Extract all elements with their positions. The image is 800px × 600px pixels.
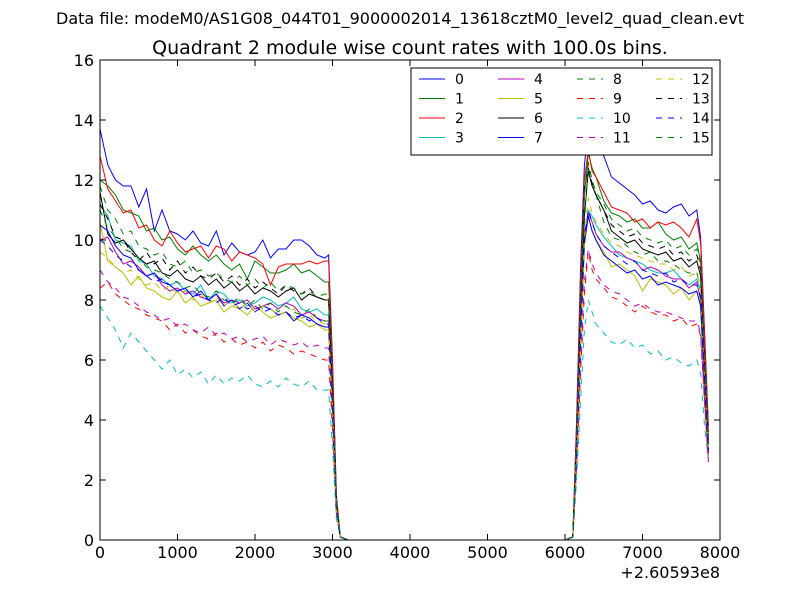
legend-label-15: 15 [692, 131, 710, 147]
x-offset-label: +2.60593e8 [620, 563, 720, 582]
legend-label-7: 7 [534, 131, 543, 147]
x-tick-label: 8000 [700, 543, 741, 562]
y-tick-label: 8 [84, 291, 94, 310]
axis-layer: 0 1000 2000 3000 4000 5000 6000 7000 80000246810… [74, 51, 741, 562]
legend-label-2: 2 [455, 111, 464, 127]
x-tick-label: 1000 [157, 543, 198, 562]
plot-frame [99, 59, 721, 541]
legend-label-4: 4 [534, 72, 543, 88]
y-tick-label: 16 [74, 51, 94, 70]
x-tick-label: 2000 [235, 543, 276, 562]
x-tick-label: 5000 [467, 543, 508, 562]
y-tick-label: 6 [84, 351, 94, 370]
x-tick-label: 6000 [545, 543, 586, 562]
legend-label-13: 13 [692, 92, 710, 108]
legend-label-8: 8 [613, 72, 622, 88]
y-tick-label: 2 [84, 471, 94, 490]
y-tick-label: 0 [84, 531, 94, 550]
legend-label-6: 6 [534, 111, 543, 127]
legend-label-14: 14 [692, 111, 710, 127]
chart-title: Quadrant 2 module wise count rates with … [152, 37, 668, 59]
y-tick-label: 14 [74, 111, 94, 130]
x-tick-label: 3000 [312, 543, 353, 562]
series-line-12 [99, 197, 709, 541]
x-tick-label: 0 [95, 543, 105, 562]
legend-label-0: 0 [455, 72, 464, 88]
legend-label-10: 10 [613, 111, 631, 127]
y-tick-label: 4 [84, 411, 94, 430]
legend-label-3: 3 [455, 131, 464, 147]
x-tick-label: 4000 [390, 543, 431, 562]
legend-label-5: 5 [534, 92, 543, 108]
legend-box [410, 67, 713, 156]
y-tick-label: 10 [74, 231, 94, 250]
legend-label-9: 9 [613, 92, 622, 108]
legend-label-11: 11 [613, 131, 631, 147]
legend-label-12: 12 [692, 72, 710, 88]
y-tick-label: 12 [74, 171, 94, 190]
x-tick-label: 7000 [622, 543, 663, 562]
legend-label-1: 1 [455, 92, 464, 108]
figure-suptitle: Data file: modeM0/AS1G08_044T01_90000020… [56, 9, 744, 28]
